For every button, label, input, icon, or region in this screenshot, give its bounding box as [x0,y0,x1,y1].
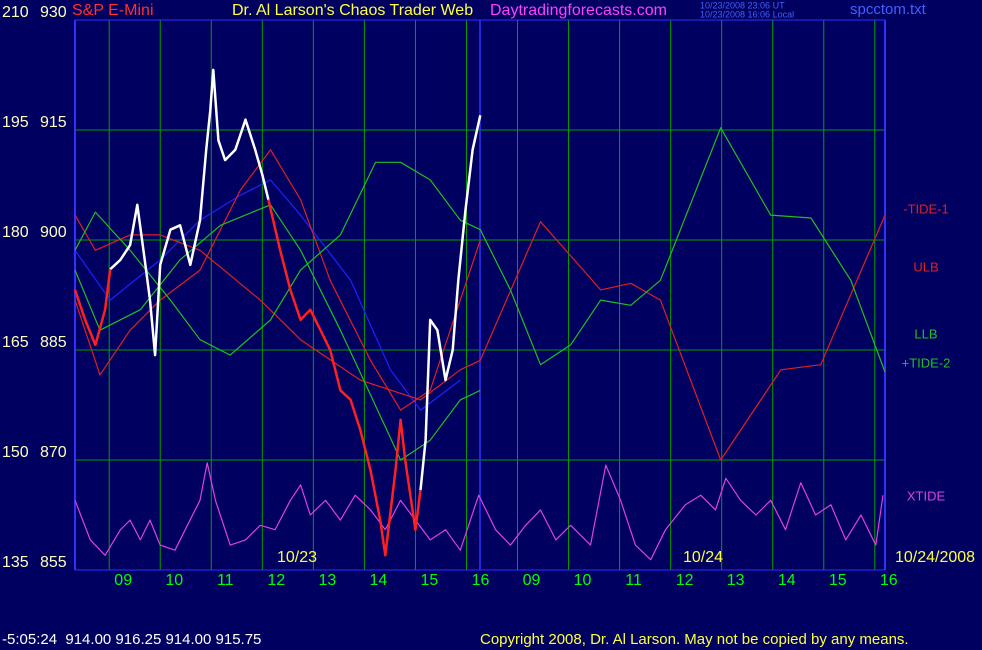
x-tick-label: 16 [472,572,490,589]
x-tick-label: 16 [880,572,898,589]
series-label: XTIDE [907,488,946,503]
y-tick-label: 870 [40,444,67,461]
series-line [74,204,481,461]
x-tick-label: 13 [318,572,336,589]
x-tick-label: 12 [267,572,285,589]
series-line [74,127,886,373]
y2-tick-label: 180 [2,224,29,241]
quote: -5:05:24 914.00 916.25 914.00 915.75 [2,631,261,648]
price-line [73,199,422,557]
y-tick-label: 855 [40,554,67,571]
plot: 855 870 885 900 915 930 135 150 165 180 195 210 09 10… [2,4,975,589]
x-tick-label: 11 [625,572,642,589]
x-tick-label: 09 [114,572,132,589]
x-tick-label: 11 [217,572,234,589]
y-tick-label: 915 [40,114,67,131]
y2-tick-label: 135 [2,554,29,571]
time-local: 10/23/2008 16:06 Local [700,9,794,19]
date-annotation: 10/23 [277,549,317,566]
file-name: spcctom.txt [850,1,927,18]
series-line [74,462,884,561]
x-tick-label: 12 [676,572,694,589]
x-tick-label: 10 [574,572,592,589]
y2-tick-label: 150 [2,444,29,461]
y2-tick-label: 195 [2,114,29,131]
price-line [109,68,482,491]
x-tick-label: 10 [165,572,183,589]
x-tick-label: 15 [421,572,439,589]
x-tick-label: 14 [778,572,796,589]
series-line [74,149,481,411]
date-annotation: 10/24/2008 [895,549,975,566]
series-label: ULB [913,259,938,274]
y2-tick-label: 210 [2,4,29,21]
y-tick-label: 930 [40,4,67,21]
series-label: -TIDE-1 [903,201,949,216]
series-line [74,214,886,461]
title: Dr. Al Larson's Chaos Trader Web [232,2,473,19]
y-tick-label: 900 [40,224,67,241]
x-tick-label: 14 [369,572,387,589]
series-label: LLB [914,326,937,341]
copyright: Copyright 2008, Dr. Al Larson. May not b… [480,631,909,648]
price-line [74,179,461,411]
y2-tick-label: 165 [2,334,29,351]
y-tick-label: 885 [40,334,67,351]
x-tick-label: 13 [727,572,745,589]
date-annotation: 10/24 [683,549,723,566]
instrument: S&P E-Mini [72,2,154,19]
x-tick-label: 09 [523,572,541,589]
series-label: +TIDE-2 [902,355,951,370]
x-tick-label: 15 [829,572,847,589]
site: Daytradingforecasts.com [490,2,667,19]
time-ut: 10/23/2008 23:06 UT [700,0,785,10]
